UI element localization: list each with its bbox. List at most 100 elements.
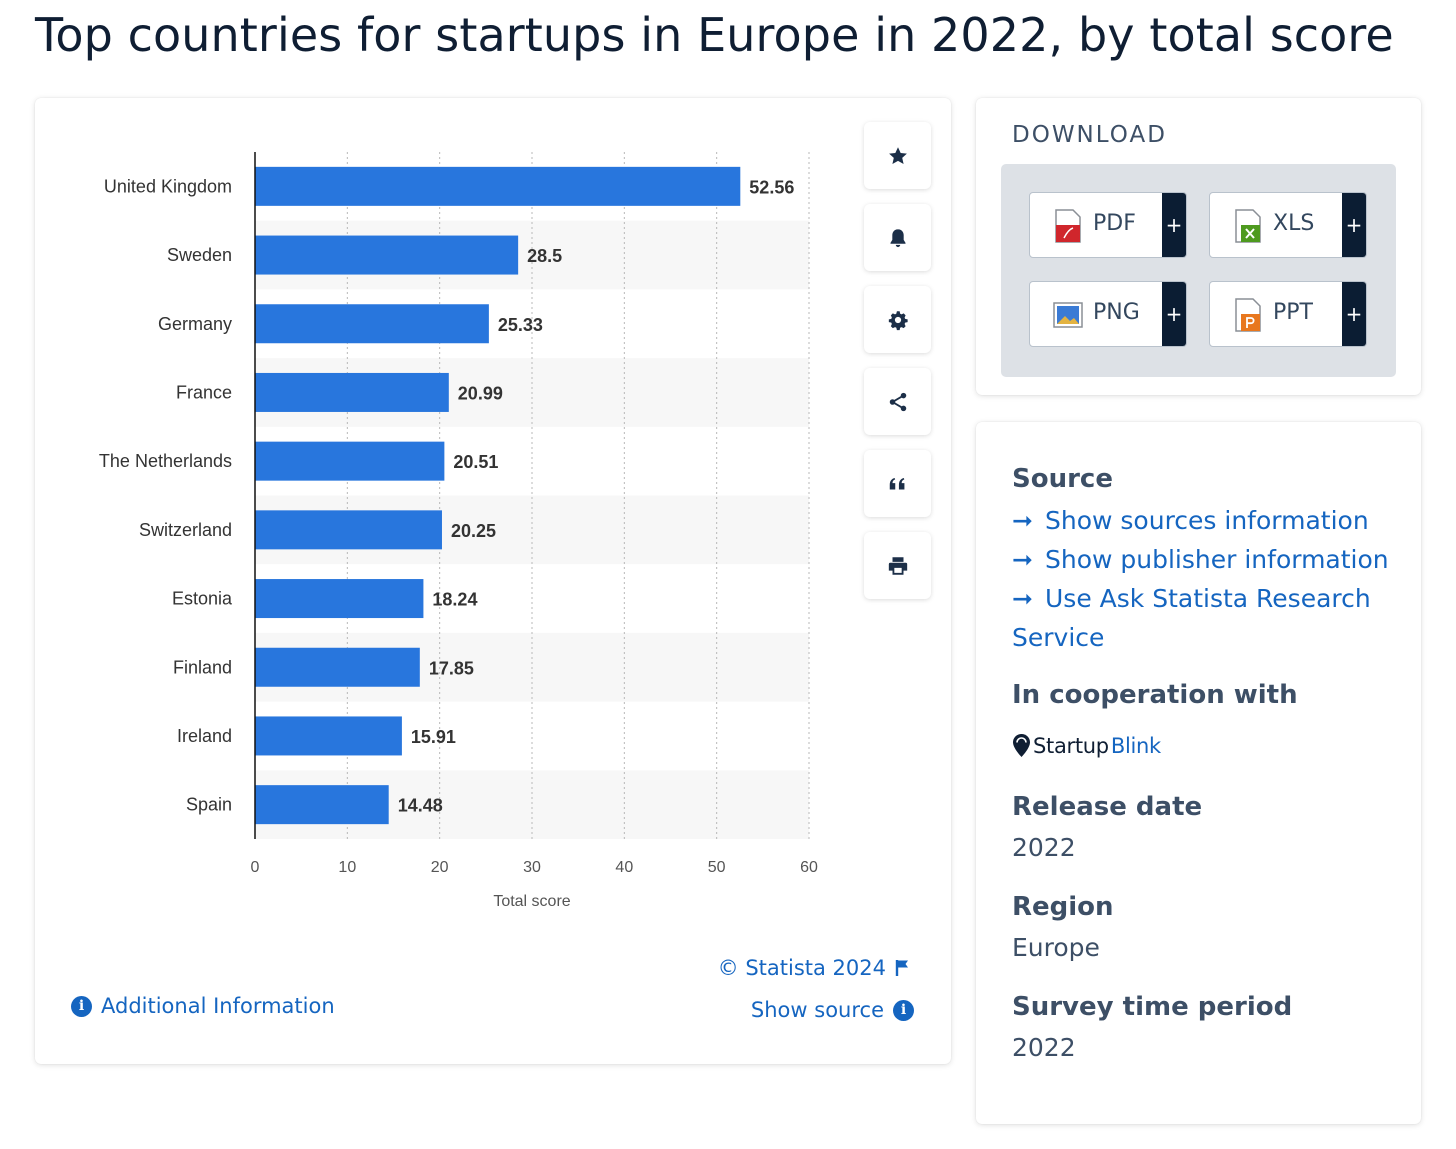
arrow-right-icon: ➞ (1012, 506, 1033, 535)
data-label: 20.25 (451, 521, 496, 541)
category-label: Finland (173, 657, 232, 677)
download-pdf-plus[interactable]: + (1162, 193, 1186, 257)
show-publisher-text: Show publisher information (1045, 545, 1389, 574)
download-pdf-label: PDF (1093, 211, 1136, 236)
cooperation-heading: In cooperation with (1012, 680, 1298, 710)
star-icon (888, 146, 907, 164)
x-tick-label: 10 (338, 859, 356, 876)
x-tick-label: 60 (800, 859, 818, 876)
cite-button[interactable] (864, 450, 931, 517)
category-label: The Netherlands (99, 451, 232, 471)
download-heading: DOWNLOAD (1012, 122, 1167, 148)
category-label: United Kingdom (104, 176, 232, 196)
download-panel: PDF + XLS + PNG + PPT + (1001, 164, 1396, 377)
data-label: 20.99 (458, 383, 503, 403)
gear-icon (888, 310, 908, 330)
location-pin-icon (1013, 734, 1030, 757)
category-label: Germany (158, 314, 232, 334)
bar (255, 510, 442, 550)
arrow-right-icon: ➞ (1012, 584, 1033, 613)
additional-information-link[interactable]: i Additional Information (71, 994, 335, 1018)
x-tick-label: 50 (708, 859, 726, 876)
survey-period-value: 2022 (1012, 1033, 1076, 1062)
data-label: 17.85 (429, 658, 474, 678)
data-label: 20.51 (453, 452, 498, 472)
startupblink-logo: Startup Blink (1012, 733, 1161, 758)
bar-chart: 0 10 20 30 40 50 60 United Kingdom 52.56 Sweden 28… (99, 152, 818, 910)
logo-text-startup: Startup (1033, 733, 1109, 758)
pdf-file-icon (1055, 209, 1081, 243)
x-tick-label: 20 (431, 859, 449, 876)
source-heading: Source (1012, 464, 1113, 494)
download-ppt-label: PPT (1273, 300, 1313, 325)
bar (255, 304, 489, 344)
bar (255, 166, 741, 206)
bar (255, 785, 389, 825)
chart-card: 0 10 20 30 40 50 60 United Kingdom 52.56 Sweden 28… (35, 98, 951, 1064)
notification-button[interactable] (864, 204, 931, 271)
copyright-link[interactable]: © Statista 2024 (718, 956, 911, 980)
download-png-plus[interactable]: + (1162, 282, 1186, 346)
show-publisher-link[interactable]: ➞ Show publisher information (1012, 540, 1389, 579)
region-heading: Region (1012, 892, 1114, 922)
x-tick-label: 30 (523, 859, 541, 876)
share-icon (889, 392, 906, 411)
show-sources-link[interactable]: ➞ Show sources information (1012, 501, 1369, 540)
download-xls-button[interactable]: XLS + (1209, 192, 1367, 258)
info-icon: i (893, 999, 914, 1021)
download-png-label: PNG (1093, 300, 1140, 325)
copyright-text: © Statista 2024 (717, 956, 886, 980)
download-xls-plus[interactable]: + (1342, 193, 1366, 257)
data-label: 25.33 (498, 315, 543, 335)
bar (255, 716, 402, 756)
download-ppt-button[interactable]: PPT + (1209, 281, 1367, 347)
data-label: 18.24 (432, 590, 477, 610)
x-axis-title: Total score (493, 893, 570, 910)
flag-icon (895, 960, 908, 976)
print-icon (888, 556, 907, 575)
bar (255, 372, 449, 412)
logo-text-blink: Blink (1110, 733, 1161, 758)
show-source-link[interactable]: Show source i (751, 998, 914, 1022)
category-label: Spain (186, 795, 232, 815)
bar (255, 441, 445, 481)
category-label: Ireland (177, 726, 232, 746)
info-card: Source ➞ Show sources information ➞ Show p… (976, 422, 1421, 1124)
arrow-right-icon: ➞ (1012, 545, 1033, 574)
info-icon: i (71, 995, 92, 1017)
bar (255, 579, 424, 619)
category-label: France (176, 382, 232, 402)
download-ppt-plus[interactable]: + (1342, 282, 1366, 346)
settings-button[interactable] (864, 286, 931, 353)
print-button[interactable] (864, 532, 931, 599)
download-pdf-button[interactable]: PDF + (1029, 192, 1187, 258)
quote-icon (889, 477, 904, 489)
bar (255, 235, 519, 275)
survey-period-heading: Survey time period (1012, 992, 1293, 1022)
favorite-button[interactable] (864, 122, 931, 189)
png-file-icon (1053, 302, 1083, 328)
bar (255, 647, 420, 687)
category-label: Switzerland (139, 520, 232, 540)
x-tick-label: 40 (615, 859, 633, 876)
data-label: 28.5 (527, 246, 562, 266)
download-xls-label: XLS (1273, 211, 1315, 236)
ppt-file-icon (1235, 298, 1261, 332)
show-sources-text: Show sources information (1045, 506, 1369, 535)
download-card: DOWNLOAD PDF + XLS + PNG + PPT + (976, 98, 1421, 395)
ask-research-link[interactable]: ➞ Use Ask Statista Research Service (1012, 579, 1392, 657)
category-label: Sweden (167, 245, 232, 265)
x-tick-label: 0 (251, 859, 260, 876)
category-label: Estonia (172, 589, 233, 609)
download-png-button[interactable]: PNG + (1029, 281, 1187, 347)
region-value: Europe (1012, 933, 1100, 962)
share-button[interactable] (864, 368, 931, 435)
ask-research-text: Use Ask Statista Research Service (1012, 584, 1371, 652)
show-source-text: Show source (750, 998, 884, 1022)
additional-information-text: Additional Information (101, 994, 335, 1018)
page-title: Top countries for startups in Europe in … (35, 8, 1394, 62)
release-date-heading: Release date (1012, 792, 1203, 822)
data-label: 52.56 (749, 177, 794, 197)
xls-file-icon (1235, 209, 1261, 243)
bell-icon (889, 228, 906, 247)
